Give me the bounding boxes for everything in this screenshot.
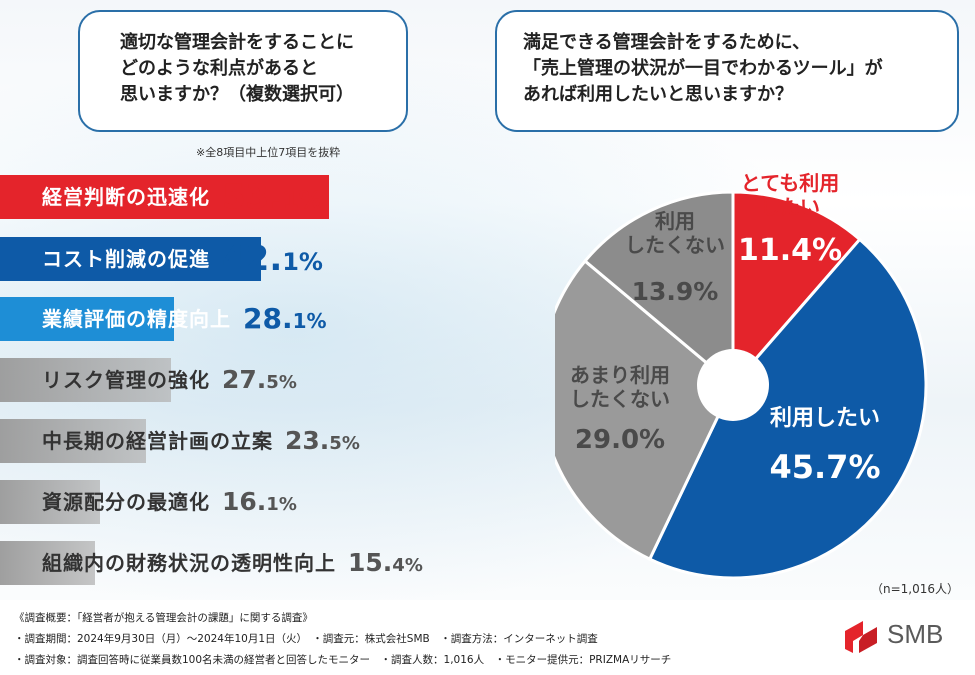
pie-label-1-line-2: したい: [760, 195, 820, 219]
bar-label-3: 業績評価の精度向上: [42, 307, 231, 331]
donut-hole: [697, 349, 769, 421]
question-left-line-3: 思いますか？（複数選択可）: [120, 84, 354, 105]
pie-slice-2: [647, 237, 928, 580]
pie-label-4-line-1: 利用: [655, 209, 695, 233]
pie-label-1-line-1: とても利用: [741, 171, 839, 195]
bar-5: [0, 419, 146, 463]
pie-value-4: 13.9%: [632, 277, 719, 306]
bar-chart-note: ※全8項目中上位7項目を抜粋: [196, 146, 341, 159]
footer-line-3: ・調査対象：調査回答時に従業員数100名未満の経営者と回答したモニター ・調査人…: [14, 654, 672, 666]
bar-6: [0, 480, 100, 524]
bar-value-4: 27.5%: [222, 365, 297, 394]
pie-slice-4: [582, 190, 735, 389]
pie-label-4-line-2: したくない: [625, 233, 725, 257]
smb-logo-text: SMB: [887, 619, 944, 649]
bar-label-7: 組織内の財務状況の透明性向上: [42, 551, 336, 575]
bar-2: [0, 237, 261, 281]
question-right-line-3: あれば利用したいと思いますか？: [523, 84, 793, 105]
bar-3: [0, 297, 174, 341]
bar-1: [0, 175, 329, 219]
pie-label-2-line-1: 利用したい: [770, 406, 880, 431]
bar-value-3: 28.1%: [243, 302, 327, 335]
question-left-box: 適切な管理会計をすることに どのような利点があると 思いますか？（複数選択可）: [78, 10, 408, 132]
smb-logo: SMB: [837, 615, 957, 659]
pie-value-2: 45.7%: [769, 448, 880, 486]
footer-line-2: ・調査期間：2024年9月30日（月）～2024年10月1日（火） ・調査元：株…: [14, 633, 598, 645]
pie-slice-3: [555, 258, 735, 562]
question-right-line-2: 「売上管理の状況が一目でわかるツール」が: [523, 58, 883, 79]
question-right-line-1: 満足できる管理会計をするために、: [523, 32, 811, 53]
footer-line-1: 《調査概要：「経営者が抱える管理会計の課題」に関する調査》: [14, 612, 313, 624]
bar-4: [0, 358, 171, 402]
pie-value-3: 29.0%: [575, 425, 665, 455]
bar-7: [0, 541, 95, 585]
bar-label-5: 中長期の経営計画の立案: [42, 429, 273, 453]
bar-value-6: 16.1%: [222, 487, 297, 516]
question-left-line-1: 適切な管理会計をすることに: [120, 32, 354, 53]
pie-label-3-line-1: あまり利用: [570, 363, 670, 387]
donut-chart: とても利用したい11.4%利用したい45.7%あまり利用したくない29.0%利用…: [555, 171, 928, 580]
sample-size-note: （n=1,016人）: [870, 582, 959, 596]
pie-value-1: 11.4%: [738, 233, 842, 268]
question-right-box: 満足できる管理会計をするために、 「売上管理の状況が一目でわかるツール」が あれ…: [495, 10, 959, 132]
pie-slice-1: [731, 190, 862, 390]
question-left-line-2: どのような利点があると: [120, 58, 318, 79]
bar-value-1: 53.1%: [222, 177, 323, 217]
footer: 《調査概要：「経営者が抱える管理会計の課題」に関する調査》 ・調査期間：2024…: [0, 600, 975, 675]
bar-label-4: リスク管理の強化: [42, 368, 210, 392]
smb-logo-icon: [845, 621, 877, 653]
bar-value-7: 15.4%: [348, 548, 423, 577]
bar-value-2: 42.1%: [222, 239, 323, 279]
bar-label-6: 資源配分の最適化: [42, 490, 210, 514]
bar-label-1: 経営判断の迅速化: [42, 185, 210, 209]
pie-label-3-line-2: したくない: [570, 387, 670, 411]
bar-label-2: コスト削減の促進: [42, 247, 210, 271]
bar-value-5: 23.5%: [285, 426, 360, 455]
